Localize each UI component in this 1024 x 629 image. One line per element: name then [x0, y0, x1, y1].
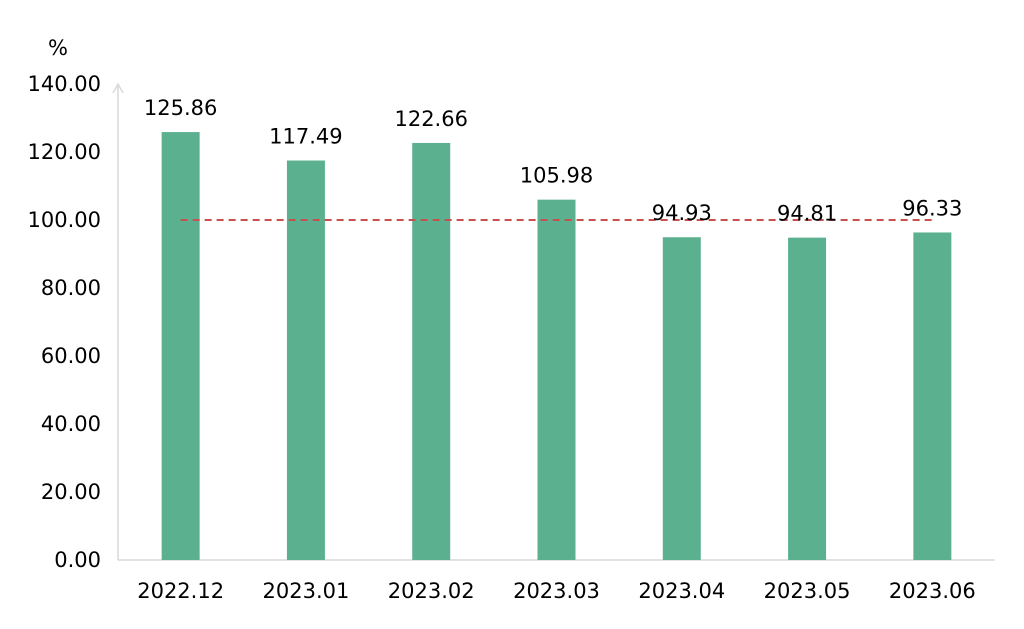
- y-tick-label: 120.00: [28, 140, 101, 164]
- bar: [286, 160, 325, 560]
- x-tick-label: 2023.02: [388, 579, 475, 603]
- data-label: 105.98: [520, 164, 593, 188]
- x-tick-label: 2023.03: [513, 579, 600, 603]
- data-label: 117.49: [269, 125, 342, 149]
- y-axis-unit-label: %: [48, 36, 68, 60]
- data-label: 94.81: [777, 202, 837, 226]
- y-axis-arrow: [112, 82, 124, 94]
- bar: [161, 132, 200, 561]
- bar: [913, 232, 952, 560]
- y-tick-label: 60.00: [41, 344, 101, 368]
- bars: [161, 132, 952, 561]
- y-tick-label: 100.00: [28, 208, 101, 232]
- data-label: 96.33: [902, 196, 962, 220]
- x-tick-label: 2023.01: [263, 579, 350, 603]
- x-tick-label: 2023.06: [889, 579, 976, 603]
- x-tick-label: 2023.05: [764, 579, 851, 603]
- bar: [788, 237, 827, 560]
- y-tick-label: 140.00: [28, 72, 101, 96]
- data-label: 94.93: [652, 201, 712, 225]
- bar: [537, 199, 576, 560]
- x-tick-labels: 2022.12 2023.01 2023.02 2023.03 2023.04 2023.…: [137, 579, 976, 603]
- y-tick-labels: 0.00 20.00 40.00 60.00 80.00 100.00 120.00 140.…: [28, 72, 101, 572]
- y-tick-label: 20.00: [41, 480, 101, 504]
- bar: [662, 237, 701, 560]
- y-tick-label: 0.00: [54, 548, 101, 572]
- data-label: 122.66: [394, 107, 467, 131]
- y-tick-label: 40.00: [41, 412, 101, 436]
- data-labels: 125.86 117.49 122.66 105.98 94.93 94.81 96.33: [144, 96, 963, 226]
- data-label: 125.86: [144, 96, 217, 120]
- x-tick-label: 2022.12: [137, 579, 224, 603]
- x-tick-label: 2023.04: [638, 579, 725, 603]
- y-tick-label: 80.00: [41, 276, 101, 300]
- bar: [412, 142, 451, 560]
